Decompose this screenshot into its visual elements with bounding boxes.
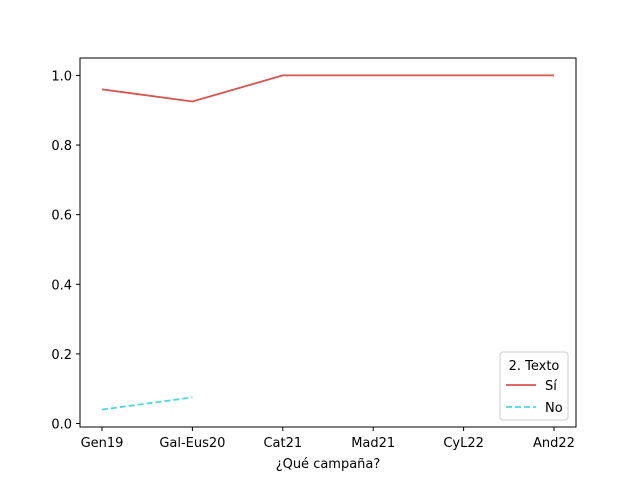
x-tick-label: Gal-Eus20 xyxy=(159,436,225,451)
legend-label-si: Sí xyxy=(545,379,557,394)
x-tick-label: Mad21 xyxy=(351,436,395,451)
series-line-si xyxy=(101,74,554,103)
y-tick-label: 0.8 xyxy=(51,139,72,154)
plot-frame xyxy=(79,57,577,428)
x-tick-label: Gen19 xyxy=(81,436,124,451)
y-tick-label: 0.4 xyxy=(51,278,72,293)
y-tick-label: 1.0 xyxy=(51,69,72,84)
legend-title: 2. Texto xyxy=(509,359,560,374)
y-tick-label: 0.6 xyxy=(51,209,72,224)
x-tick-label: Cat21 xyxy=(263,436,302,451)
x-tick-label: CyL22 xyxy=(443,436,484,451)
x-axis-label: ¿Qué campaña? xyxy=(276,457,381,472)
y-tick-label: 0.0 xyxy=(51,418,72,433)
x-axis: Gen19 Gal-Eus20 Cat21 Mad21 CyL22 And22 xyxy=(81,427,575,451)
y-axis: 0.0 0.2 0.4 0.6 0.8 1.0 xyxy=(51,69,80,433)
legend-label-no: No xyxy=(545,401,563,416)
legend: 2. Texto Sí No xyxy=(499,351,569,421)
y-tick-label: 0.2 xyxy=(51,348,72,363)
legend-box xyxy=(499,351,569,421)
plot-lines xyxy=(101,74,554,411)
series-line-no xyxy=(101,396,193,411)
x-tick-label: And22 xyxy=(533,436,575,451)
